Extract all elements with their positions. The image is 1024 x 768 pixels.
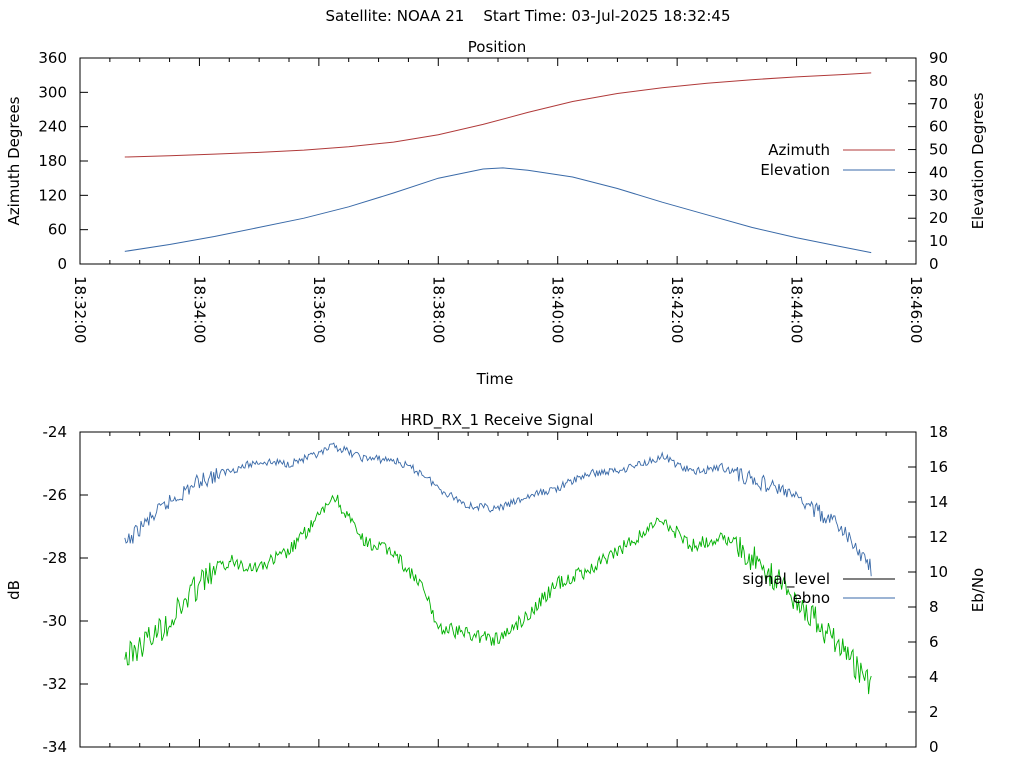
position-y2-axis-label: Elevation Degrees bbox=[969, 92, 987, 229]
y-tick-label: -28 bbox=[43, 549, 68, 567]
signal-legend: signal_level ebno bbox=[742, 570, 895, 607]
y2-tick-label: 50 bbox=[929, 141, 948, 159]
y-tick-label: 240 bbox=[38, 118, 67, 136]
y2-tick-label: 0 bbox=[929, 738, 939, 756]
legend-label-ebno: ebno bbox=[793, 589, 830, 607]
y2-tick-label: 4 bbox=[929, 668, 939, 686]
legend-label-azimuth: Azimuth bbox=[768, 141, 830, 159]
y-tick-label: 60 bbox=[48, 221, 67, 239]
x-tick-label: 18:42:00 bbox=[668, 276, 686, 343]
y2-tick-label: 90 bbox=[929, 49, 948, 67]
position-legend: Azimuth Elevation bbox=[760, 141, 895, 179]
y2-tick-label: 18 bbox=[929, 423, 948, 441]
x-tick-label: 18:34:00 bbox=[190, 276, 208, 343]
series-azimuth-line bbox=[124, 72, 872, 158]
x-tick-label: 18:46:00 bbox=[907, 276, 925, 343]
y-tick-label: 300 bbox=[38, 83, 67, 101]
position-chart: Position 18:32:00 18:34:00 18:36:00 18:38:0… bbox=[5, 38, 987, 388]
signal-chart: HRD_RX_1 Receive Signal -34-32-30-28-26-… bbox=[5, 411, 987, 756]
y2-tick-label: 14 bbox=[929, 493, 948, 511]
y2-tick-label: 8 bbox=[929, 598, 939, 616]
y2-tick-label: 60 bbox=[929, 118, 948, 136]
y-tick-label: 120 bbox=[38, 186, 67, 204]
page-title: Satellite: NOAA 21 Start Time: 03-Jul-20… bbox=[325, 7, 731, 25]
y2-tick-label: 70 bbox=[929, 95, 948, 113]
y-tick-label: 0 bbox=[57, 255, 67, 273]
y2-tick-label: 30 bbox=[929, 186, 948, 204]
y2-tick-label: 10 bbox=[929, 232, 948, 250]
y2-tick-label: 12 bbox=[929, 528, 948, 546]
x-tick-label: 18:32:00 bbox=[71, 276, 89, 343]
y2-tick-label: 20 bbox=[929, 209, 948, 227]
position-x-axis-label: Time bbox=[476, 370, 514, 388]
x-tick-label: 18:38:00 bbox=[429, 276, 447, 343]
y-tick-label: 360 bbox=[38, 49, 67, 67]
series-elevation-line bbox=[124, 167, 872, 254]
y-tick-label: -24 bbox=[43, 423, 68, 441]
y2-tick-label: 6 bbox=[929, 633, 939, 651]
legend-label-signal-level: signal_level bbox=[742, 570, 830, 589]
signal-y-axis-label: dB bbox=[5, 580, 23, 600]
y2-tick-label: 80 bbox=[929, 72, 948, 90]
position-chart-title: Position bbox=[468, 38, 526, 56]
signal-y2-axis-label: Eb/No bbox=[969, 568, 987, 612]
y-tick-label: -32 bbox=[43, 675, 68, 693]
signal-chart-title: HRD_RX_1 Receive Signal bbox=[401, 411, 594, 430]
x-tick-label: 18:44:00 bbox=[788, 276, 806, 343]
signal-axes: -34 -32 -30 -28 -26 -24 0 2 4 6 8 10 12 14 16 18 bbox=[43, 423, 949, 756]
y-tick-label: -34 bbox=[43, 738, 68, 756]
legend-label-elevation: Elevation bbox=[760, 161, 830, 179]
signal-series-lines bbox=[124, 442, 872, 695]
signal-plot-frame bbox=[79, 431, 917, 748]
y-tick-label: -26 bbox=[43, 486, 68, 504]
y2-tick-label: 16 bbox=[929, 458, 948, 476]
y2-tick-label: 2 bbox=[929, 703, 939, 721]
x-tick-label: 18:36:00 bbox=[310, 276, 328, 343]
series-trace-2-line bbox=[124, 494, 872, 695]
position-series-lines bbox=[124, 72, 872, 254]
series-ebno-line bbox=[124, 442, 872, 577]
y2-tick-label: 40 bbox=[929, 163, 948, 181]
position-axes: 18:32:00 18:34:00 18:36:00 18:38:00 18:40:00… bbox=[38, 49, 948, 343]
position-y-axis-label: Azimuth Degrees bbox=[5, 96, 23, 225]
x-tick-label: 18:40:00 bbox=[549, 276, 567, 343]
y-tick-label: 180 bbox=[38, 152, 67, 170]
y-tick-label: -30 bbox=[43, 612, 68, 630]
y2-tick-label: 0 bbox=[929, 255, 939, 273]
y2-tick-label: 10 bbox=[929, 563, 948, 581]
